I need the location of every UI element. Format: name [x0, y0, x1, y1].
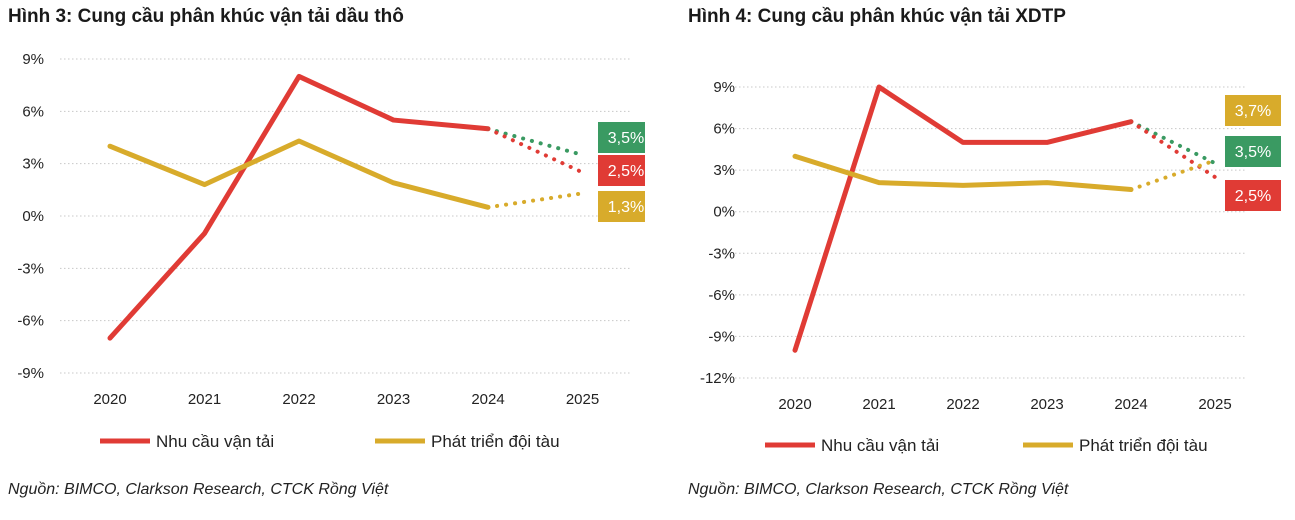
- value-label: 3,5%: [608, 130, 644, 147]
- chart-title: Hình 3: Cung cầu phân khúc vận tải dầu t…: [8, 6, 404, 27]
- y-tick-label: -6%: [17, 313, 44, 330]
- y-tick-label: 0%: [22, 208, 44, 225]
- y-tick-label: 6%: [22, 103, 44, 120]
- legend-label: Nhu cầu vận tải: [156, 432, 274, 451]
- y-tick-label: 6%: [713, 121, 735, 138]
- x-tick-label: 2025: [566, 391, 599, 408]
- source-note: Nguồn: BIMCO, Clarkson Research, CTCK Rồ…: [688, 481, 1069, 498]
- x-tick-label: 2023: [377, 391, 410, 408]
- legend-label: Phát triển đội tàu: [431, 432, 560, 451]
- x-tick-label: 2025: [1198, 396, 1231, 413]
- chart-panel-crude: Hình 3: Cung cầu phân khúc vận tải dầu t…: [0, 0, 645, 520]
- x-tick-label: 2020: [778, 396, 811, 413]
- value-label-box: [1225, 95, 1281, 126]
- value-label: 1,3%: [608, 199, 644, 216]
- y-tick-label: 9%: [713, 79, 735, 96]
- x-tick-label: 2024: [1114, 396, 1147, 413]
- x-tick-label: 2020: [93, 391, 126, 408]
- x-tick-label: 2022: [282, 391, 315, 408]
- value-label: 2,5%: [1235, 188, 1271, 205]
- chart-title: Hình 4: Cung cầu phân khúc vận tải XDTP: [688, 6, 1066, 27]
- series-line-supply: [792, 153, 1134, 193]
- value-label: 2,5%: [608, 163, 644, 180]
- legend-label: Nhu cầu vận tải: [821, 436, 939, 455]
- y-tick-label: 0%: [713, 204, 735, 221]
- y-tick-label: 3%: [22, 156, 44, 173]
- y-tick-label: 3%: [713, 162, 735, 179]
- value-label: 3,7%: [1235, 103, 1271, 120]
- x-tick-label: 2023: [1030, 396, 1063, 413]
- y-tick-label: 9%: [22, 51, 44, 68]
- source-note: Nguồn: BIMCO, Clarkson Research, CTCK Rồ…: [8, 481, 389, 498]
- series-line-demand: [107, 73, 491, 341]
- forecast-dotted-line: [486, 126, 585, 175]
- line-chart-product: 9% 6% 3% 0% -3% -6% -9% -12% 2020 2021 2022 2023 202…: [700, 79, 1281, 455]
- y-tick-label: -6%: [708, 287, 735, 304]
- value-label-box: [598, 122, 645, 153]
- forecast-dotted-line: [486, 126, 585, 157]
- forecast-dotted-line: [1129, 158, 1217, 192]
- chart-panel-product: Hình 4: Cung cầu phân khúc vận tải XDTP …: [680, 0, 1295, 520]
- y-tick-label: -9%: [17, 365, 44, 382]
- x-tick-label: 2021: [862, 396, 895, 413]
- value-label-box: [598, 191, 645, 222]
- x-tick-label: 2022: [946, 396, 979, 413]
- y-tick-label: -3%: [708, 245, 735, 262]
- forecast-dotted-line: [1129, 119, 1217, 166]
- x-tick-label: 2021: [188, 391, 221, 408]
- line-chart-crude: 9% 6% 3% 0% -3% -6% -9% 2020 2021 2022 2023 2024 202…: [17, 51, 645, 451]
- series-line-demand: [792, 84, 1134, 353]
- legend-label: Phát triển đội tàu: [1079, 436, 1208, 455]
- value-label-box: [1225, 180, 1281, 211]
- forecast-dotted-line: [1129, 119, 1217, 180]
- x-tick-label: 2024: [471, 391, 504, 408]
- value-label-box: [1225, 136, 1281, 167]
- y-tick-label: -3%: [17, 260, 44, 277]
- value-label-box: [598, 155, 645, 186]
- value-label: 3,5%: [1235, 144, 1271, 161]
- series-line-supply: [107, 138, 491, 210]
- y-tick-label: -9%: [708, 328, 735, 345]
- y-tick-label: -12%: [700, 370, 735, 387]
- forecast-dotted-line: [486, 191, 585, 210]
